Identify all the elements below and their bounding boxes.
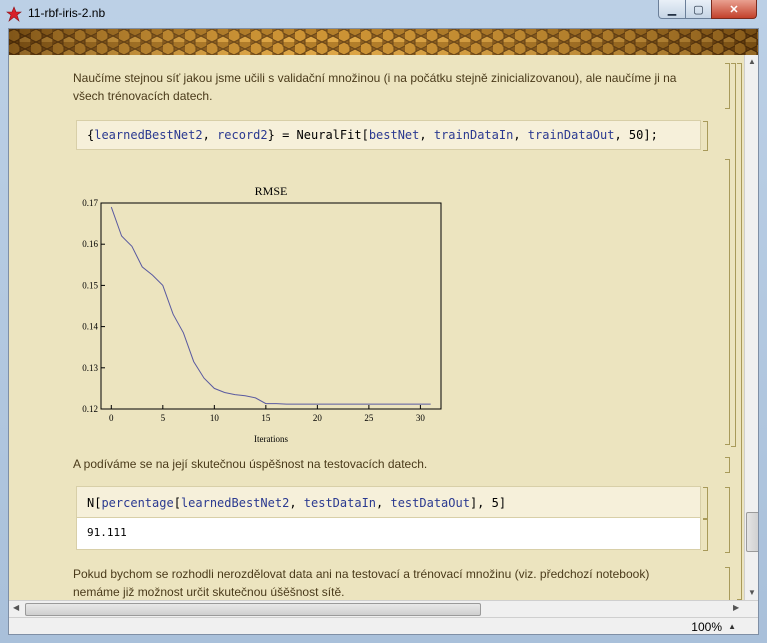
- minimize-icon: ▁: [667, 3, 677, 16]
- input-cell-bracket[interactable]: [703, 487, 708, 519]
- x-tick-label: 0: [109, 413, 114, 423]
- notebook-client-area: Naučíme stejnou síť jakou jsme učili s v…: [8, 28, 759, 635]
- text-line: Naučíme stejnou síť jakou jsme učili s v…: [73, 71, 677, 85]
- window-title: 11-rbf-iris-2.nb: [28, 6, 106, 20]
- x-tick-label: 20: [313, 413, 323, 423]
- output-value: 91.111: [87, 526, 127, 539]
- cell-bracket[interactable]: [725, 457, 730, 473]
- zoom-dropdown-icon[interactable]: ▲: [728, 622, 736, 631]
- text-cell-intro[interactable]: Naučíme stejnou síť jakou jsme učili s v…: [73, 69, 713, 105]
- x-tick-label: 10: [210, 413, 220, 423]
- text-cell-conclusion[interactable]: Pokud bychom se rozhodli nerozdělovat da…: [73, 565, 713, 600]
- close-icon: ✕: [729, 3, 739, 16]
- text-cell-test[interactable]: A podíváme se na její skutečnou úspěšnos…: [73, 455, 713, 473]
- input-cell-neuralfit[interactable]: {learnedBestNet2, record2} = NeuralFit[b…: [76, 120, 701, 150]
- output-cell-result[interactable]: 91.111: [76, 518, 701, 550]
- code-token: testDataOut: [390, 496, 470, 510]
- text-line: nemáme již možnost určit skutečnou úšěšn…: [73, 585, 345, 599]
- y-tick-label: 0.17: [82, 198, 98, 208]
- code-token: } =: [267, 128, 297, 142]
- scroll-up-arrow[interactable]: ▲: [748, 57, 756, 66]
- text-line: všech trénovacích datech.: [73, 89, 213, 103]
- y-tick-label: 0.12: [82, 404, 98, 414]
- y-tick-label: 0.16: [82, 239, 98, 249]
- maximize-button[interactable]: ▢: [685, 0, 712, 19]
- code-token: trainDataIn: [433, 128, 514, 142]
- x-tick-label: 5: [161, 413, 166, 423]
- code-token: learnedBestNet2: [94, 128, 203, 142]
- code-token: learnedBestNet2: [180, 496, 290, 510]
- code-token: bestNet: [368, 128, 420, 142]
- code-token: ], 5]: [469, 496, 507, 510]
- code-token: ,: [202, 128, 218, 142]
- stylesheet-banner: [9, 29, 758, 55]
- code-token: N[: [87, 496, 102, 510]
- vertical-scroll-thumb[interactable]: [746, 512, 758, 552]
- cell-group-bracket[interactable]: [731, 63, 736, 447]
- maximize-icon: ▢: [693, 3, 704, 16]
- chart-title: RMSE: [255, 184, 288, 198]
- code-token: ,: [376, 496, 391, 510]
- section-bracket[interactable]: [737, 63, 742, 600]
- code-token: NeuralFit: [296, 128, 362, 142]
- horizontal-scroll-thumb[interactable]: [25, 603, 481, 616]
- code-token: record2: [217, 128, 268, 142]
- mathematica-icon: [6, 6, 22, 22]
- title-bar[interactable]: 11-rbf-iris-2.nb ▁ ▢ ✕: [0, 0, 767, 28]
- code-token: ,: [419, 128, 434, 142]
- x-axis-label: Iterations: [254, 434, 288, 444]
- code-token: {: [87, 128, 95, 142]
- minimize-button[interactable]: ▁: [658, 0, 686, 19]
- y-tick-label: 0.15: [82, 280, 98, 290]
- scroll-left-arrow[interactable]: ◀: [13, 603, 20, 612]
- status-bar: 100% ▲: [9, 617, 758, 634]
- code-token: ,: [513, 128, 528, 142]
- close-button[interactable]: ✕: [711, 0, 757, 19]
- text-line: A podíváme se na její skutečnou úspěšnos…: [73, 457, 428, 471]
- rmse-plot[interactable]: RMSE 0 5 10 15 20 25 30 0.12 0.13 0.14 0.15 0.16 0.…: [79, 183, 449, 448]
- input-cell-bracket[interactable]: [703, 121, 708, 151]
- horizontal-scrollbar[interactable]: ◀ ▶: [9, 600, 758, 617]
- vertical-scrollbar[interactable]: ▲ ▼: [744, 55, 758, 600]
- notebook-document[interactable]: Naučíme stejnou síť jakou jsme učili s v…: [9, 55, 744, 600]
- x-tick-label: 25: [364, 413, 374, 423]
- code-token: , 50];: [614, 128, 658, 142]
- zoom-level[interactable]: 100%: [691, 620, 722, 634]
- code-token: trainDataOut: [527, 128, 615, 142]
- code-token: percentage: [101, 496, 174, 510]
- cell-bracket[interactable]: [725, 63, 730, 109]
- text-line: Pokud bychom se rozhodli nerozdělovat da…: [73, 567, 650, 581]
- y-tick-label: 0.14: [82, 322, 98, 332]
- x-tick-label: 15: [261, 413, 271, 423]
- scroll-down-arrow[interactable]: ▼: [748, 588, 756, 597]
- rmse-series-line: [110, 206, 431, 405]
- plot-frame: [100, 202, 442, 410]
- x-tick-label: 30: [416, 413, 426, 423]
- cell-bracket[interactable]: [725, 567, 730, 600]
- output-cell-bracket[interactable]: [703, 519, 708, 551]
- code-token: [: [361, 128, 369, 142]
- input-cell-percentage[interactable]: N[percentage[learnedBestNet2, testDataIn…: [76, 486, 701, 518]
- code-token: testDataIn: [303, 496, 377, 510]
- output-cell-bracket[interactable]: [725, 159, 730, 445]
- scroll-right-arrow[interactable]: ▶: [733, 603, 740, 612]
- code-token: ,: [289, 496, 304, 510]
- cell-group-bracket[interactable]: [725, 487, 730, 553]
- code-token: [: [173, 496, 181, 510]
- y-tick-label: 0.13: [82, 363, 98, 373]
